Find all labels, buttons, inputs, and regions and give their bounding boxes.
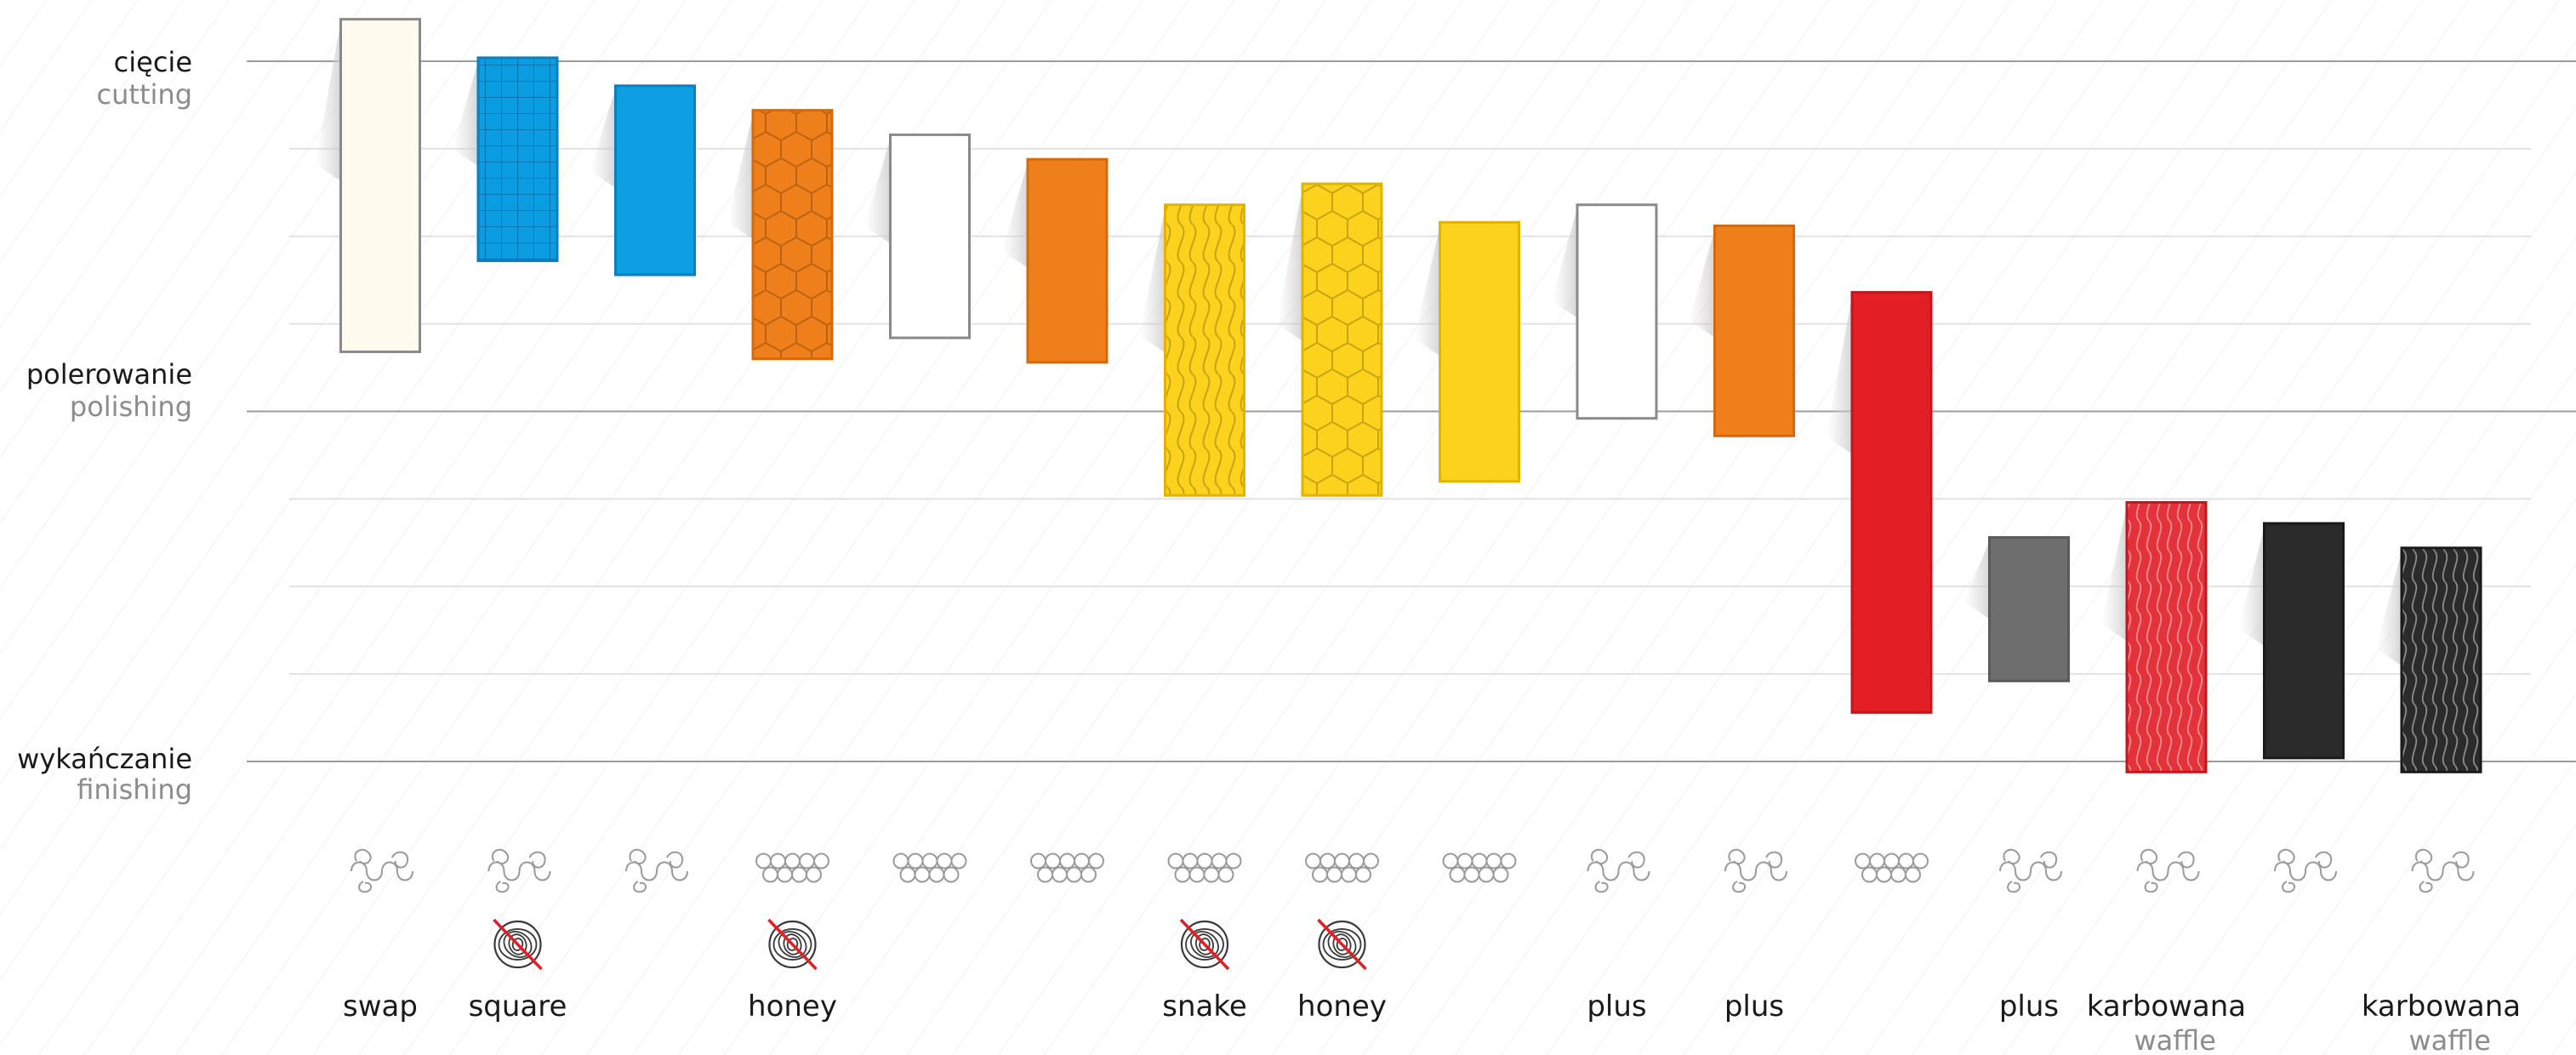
bar-rect (1713, 224, 1795, 437)
twisted-fiber-icon (1999, 848, 2062, 893)
bar (1963, 536, 2070, 682)
bar-shadow (727, 113, 753, 240)
pad-type-label: honey (1297, 989, 1387, 1024)
bar-rect (614, 84, 696, 277)
level-sublabel-polishing: polishing (70, 391, 192, 423)
circular-fiber-icon (1855, 853, 1929, 883)
level-label-finishing: wykańczanie (17, 743, 192, 775)
bar (864, 133, 971, 339)
no-swirl-icon (767, 918, 818, 971)
bar-texture (2128, 503, 2205, 771)
pad-type-sublabel: waffle (2134, 1024, 2216, 1055)
bar-shadow (1139, 208, 1165, 353)
bar-rect (1576, 203, 1658, 420)
circular-fiber-icon (892, 853, 967, 883)
twisted-fiber-icon (2274, 848, 2337, 893)
bar-texture (1303, 185, 1381, 494)
bar-rect (1026, 157, 1108, 364)
bar-texture (754, 111, 831, 358)
twisted-fiber-icon (1724, 848, 1787, 893)
twisted-fiber-icon (2411, 848, 2475, 893)
bar-shadow (1963, 540, 1990, 619)
no-swirl-icon (1179, 918, 1230, 971)
bar (727, 109, 834, 361)
bar (2101, 500, 2208, 773)
bar-rect (1439, 220, 1520, 483)
circular-fiber-icon (1167, 853, 1242, 883)
bar-rect (339, 18, 421, 354)
pad-type-label: plus (1724, 989, 1784, 1024)
level-sublabel-finishing: finishing (77, 773, 192, 806)
bar-texture (1166, 206, 1243, 494)
bar (2238, 522, 2345, 760)
pad-type-label: square (469, 989, 567, 1024)
circular-fiber-icon (1442, 853, 1517, 883)
bar-texture (479, 59, 556, 260)
bar (1139, 203, 1245, 497)
pad-type-label: plus (1587, 989, 1646, 1024)
pad-type-label: snake (1162, 989, 1247, 1024)
no-swirl-icon (493, 918, 543, 971)
bar-shadow (2376, 550, 2402, 666)
pad-type-label: plus (1999, 989, 2059, 1024)
bar-shadow (1277, 187, 1302, 341)
bar (1277, 182, 1383, 497)
bar-shadow (315, 22, 341, 181)
twisted-fiber-icon (1587, 848, 1650, 893)
bar-rect (889, 133, 971, 339)
pad-type-label: honey (748, 989, 837, 1024)
level-labels: cięcie cutting polerowanie polishing wyk… (17, 46, 192, 806)
bar-shadow (1414, 225, 1440, 356)
bar-shadow (1689, 229, 1715, 338)
bar-texture (2402, 549, 2480, 771)
bar (2376, 546, 2482, 773)
bar (590, 84, 696, 277)
pad-type-label: karbowana (2362, 989, 2521, 1024)
twisted-fiber-icon (350, 848, 413, 893)
bar-shadow (1552, 208, 1577, 318)
no-swirl-icons (493, 918, 1367, 971)
pad-type-sublabel: waffle (2409, 1024, 2491, 1055)
bar-rect (1850, 291, 1933, 714)
level-label-cutting: cięcie (114, 46, 192, 78)
pad-bars (315, 18, 2482, 773)
bar (1689, 224, 1795, 437)
bar-shadow (1827, 295, 1852, 454)
bar (315, 18, 421, 354)
bar-shadow (1002, 163, 1028, 268)
bar-shadow (453, 60, 478, 167)
pad-type-labels: swap square honey snake honey plus plus plus kar… (343, 989, 2521, 1055)
bar-rect (2263, 522, 2345, 760)
twisted-fiber-icon (2136, 848, 2200, 893)
bar-shadow (2101, 505, 2127, 642)
bar (1002, 157, 1108, 364)
level-label-polishing: polerowanie (26, 358, 192, 391)
bar (1552, 203, 1658, 420)
fiber-icons (350, 848, 2475, 893)
twisted-fiber-icon (487, 848, 551, 893)
circular-fiber-icon (1030, 853, 1104, 883)
bar-shadow (864, 138, 891, 243)
circular-fiber-icon (1305, 853, 1379, 883)
bar-rect (1988, 536, 2070, 682)
level-sublabel-cutting: cutting (97, 78, 192, 111)
twisted-fiber-icon (625, 848, 688, 893)
pad-type-label: swap (343, 989, 418, 1024)
bar (1414, 220, 1520, 483)
bar-shadow (2238, 527, 2265, 647)
bar (453, 56, 559, 263)
bar (1827, 291, 1933, 714)
pad-type-label: karbowana (2087, 989, 2246, 1024)
circular-fiber-icon (755, 853, 829, 883)
no-swirl-icon (1317, 918, 1367, 971)
bar-shadow (590, 88, 616, 188)
